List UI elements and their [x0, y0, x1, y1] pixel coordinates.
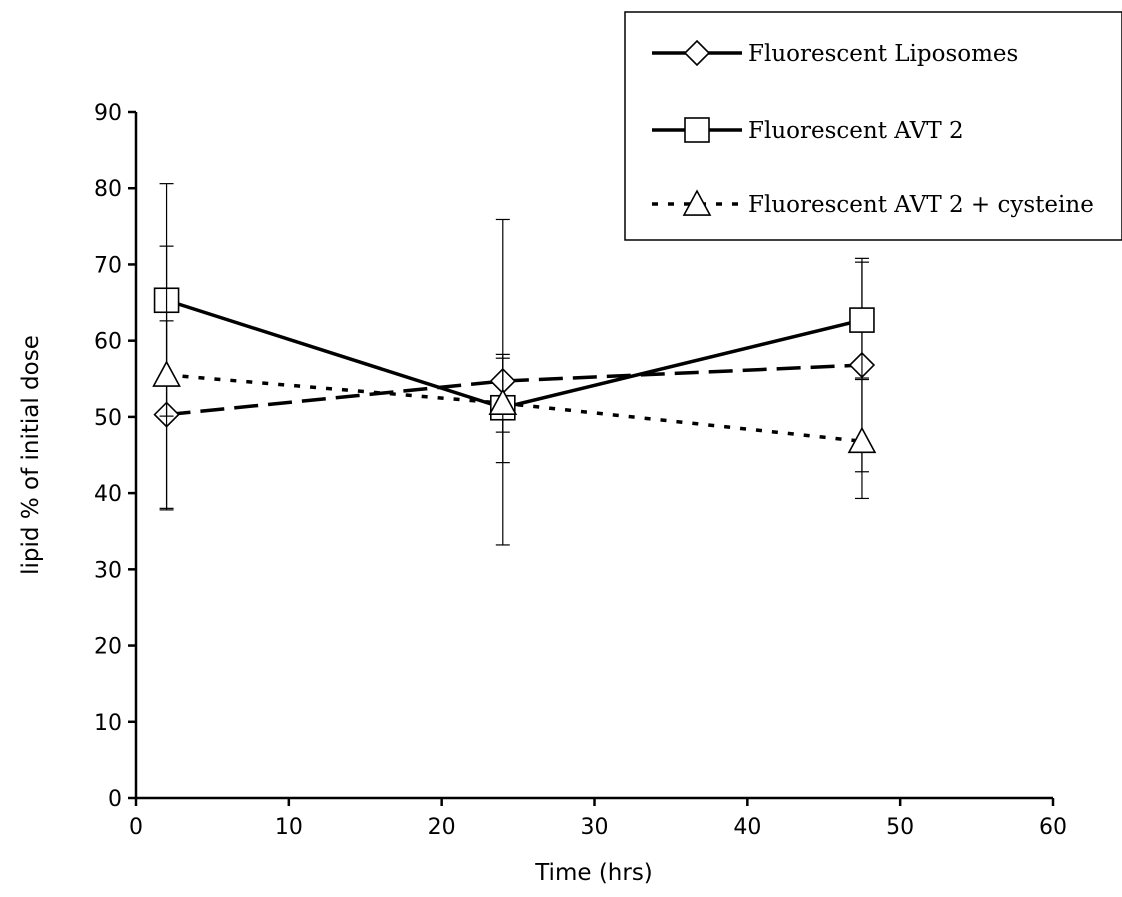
y-tick-label: 60 — [94, 330, 122, 355]
series-1 — [153, 257, 876, 511]
y-tick-label: 70 — [94, 253, 122, 278]
marker-triangle-legend — [682, 189, 712, 216]
marker-diamond-legend — [683, 39, 711, 67]
x-axis-title: Time (hrs) — [534, 860, 653, 886]
series-line — [166, 298, 863, 410]
y-tick-label: 80 — [94, 177, 122, 202]
x-tick-label: 20 — [428, 815, 456, 840]
x-tick-label: 50 — [886, 815, 914, 840]
series-layer — [152, 183, 877, 546]
marker-square — [849, 307, 875, 333]
legend-label: Fluorescent Liposomes — [748, 41, 1018, 67]
x-tick-label: 40 — [733, 815, 761, 840]
legend-entry: Fluorescent AVT 2 + cysteine — [652, 189, 1094, 218]
x-tick-label: 60 — [1039, 815, 1067, 840]
legend: Fluorescent Liposomes Fluorescent AVT 2 Fl… — [624, 11, 1122, 241]
series-3 — [152, 245, 877, 509]
y-tick-label: 20 — [94, 635, 122, 660]
legend-label: Fluorescent AVT 2 + cysteine — [748, 192, 1094, 218]
x-tick-label: 10 — [275, 815, 303, 840]
y-tick-label: 0 — [108, 787, 122, 812]
x-tick-label: 30 — [581, 815, 609, 840]
y-axis-title: lipid % of initial dose — [18, 335, 44, 575]
ticks-layer: 0 10 20 30 40 50 60 70 80 90 0 10 20 30 40 50 60 — [94, 101, 1067, 840]
y-tick-label: 40 — [94, 482, 122, 507]
marker-triangle — [152, 360, 181, 387]
marker-triangle — [488, 388, 518, 416]
y-tick-label: 10 — [94, 711, 122, 736]
marker-triangle — [847, 426, 877, 454]
y-tick-label: 50 — [94, 406, 122, 431]
marker-square-legend — [684, 117, 710, 143]
legend-entry: Fluorescent Liposomes — [652, 39, 1018, 67]
y-tick-label: 90 — [94, 101, 122, 126]
y-tick-label: 30 — [94, 558, 122, 583]
series-line — [166, 363, 863, 417]
x-tick-label: 0 — [129, 815, 143, 840]
legend-entry: Fluorescent AVT 2 — [652, 117, 964, 144]
legend-entries: Fluorescent Liposomes Fluorescent AVT 2 Fl… — [652, 39, 1094, 218]
legend-label: Fluorescent AVT 2 — [748, 118, 964, 144]
